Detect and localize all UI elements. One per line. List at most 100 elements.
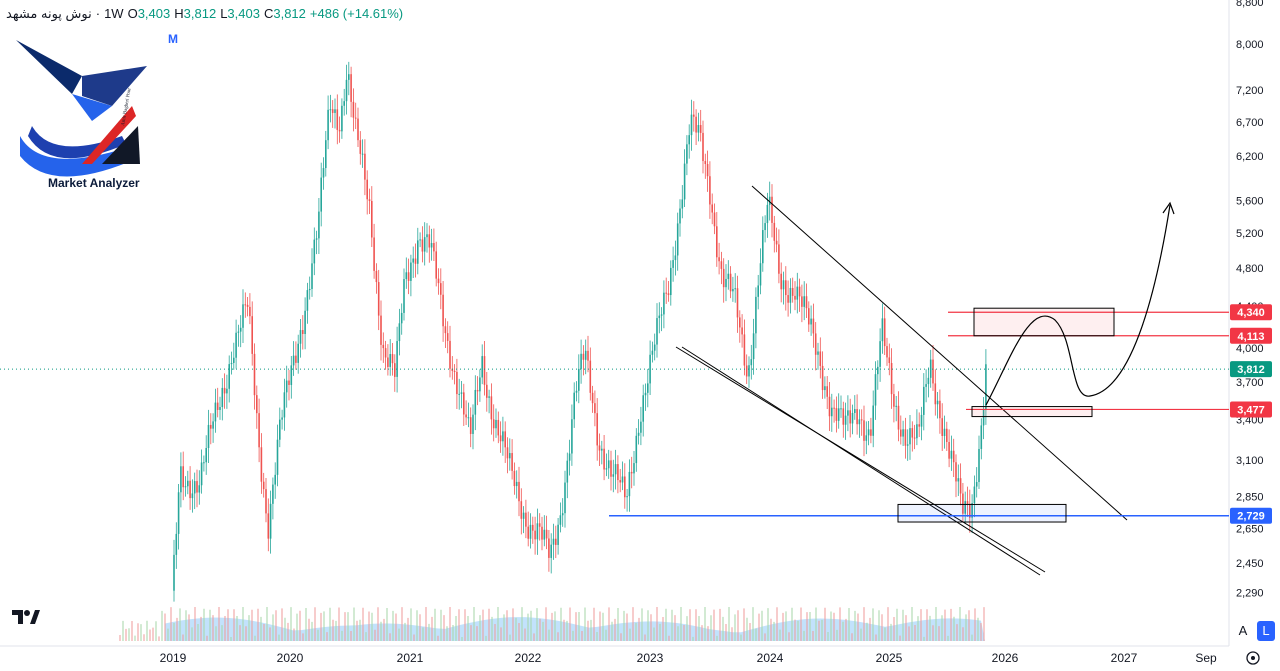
candle-body: [683, 163, 686, 200]
candle-body: [934, 383, 937, 405]
price-tick-label: 7,200: [1236, 85, 1264, 97]
candle-body: [794, 295, 796, 300]
candle-body: [538, 523, 541, 527]
candle-body: [345, 79, 348, 102]
candle-body: [216, 402, 219, 410]
candle-body: [672, 260, 674, 268]
monthly-badge[interactable]: M: [168, 32, 178, 46]
candle-body: [591, 392, 594, 404]
candle-body: [856, 409, 858, 425]
candle-body: [614, 464, 617, 475]
candle-body: [479, 377, 481, 392]
candle-body: [297, 343, 299, 363]
candle-body: [607, 460, 610, 469]
candle-body: [870, 429, 872, 436]
candle-body: [198, 485, 201, 493]
candle-body: [872, 405, 874, 436]
candle-body: [499, 435, 502, 442]
candle-body: [729, 273, 732, 292]
candle-body: [971, 503, 973, 518]
logo-text: Market Analyzer: [48, 176, 140, 190]
auto-scale-button[interactable]: A: [1238, 623, 1248, 638]
price-level-tag: [1230, 401, 1272, 418]
candle-body: [481, 356, 483, 378]
candle-body: [610, 460, 612, 477]
candle-body: [267, 513, 270, 539]
candle-body: [660, 314, 663, 316]
candle-body: [219, 407, 221, 410]
candle-body: [308, 288, 311, 291]
candle-body: [377, 282, 380, 316]
candle-body: [762, 230, 764, 264]
close-value: 3,812: [273, 6, 306, 21]
price-level-tag: [1230, 507, 1272, 524]
candle-body: [946, 428, 948, 442]
candle-body: [398, 323, 401, 342]
candle-body: [732, 288, 734, 292]
close-label: C: [263, 6, 274, 21]
candle-body: [295, 355, 297, 363]
candle-body: [764, 223, 766, 231]
candle-body: [407, 272, 410, 281]
candle-body: [619, 480, 621, 483]
logo-watermark: Amir Bagheri Pour: [121, 87, 133, 126]
candle-body: [506, 447, 509, 459]
candle-body: [980, 425, 983, 449]
candle-body: [702, 132, 704, 162]
candle-body: [384, 348, 387, 358]
candle-body: [327, 109, 329, 141]
time-tick-label: 2020: [277, 651, 304, 665]
candle-body: [182, 466, 184, 488]
candle-body: [520, 501, 523, 519]
open-value: 3,403: [137, 6, 171, 21]
candle-body: [511, 453, 513, 471]
log-scale-button[interactable]: L: [1257, 621, 1275, 641]
price-level-label: 2,729: [1237, 511, 1265, 523]
high-label: H: [174, 6, 184, 21]
candle-body: [262, 481, 265, 490]
price-tick-label: 6,700: [1236, 117, 1264, 129]
time-tick-label: 2021: [397, 651, 424, 665]
candle-body: [545, 529, 548, 539]
candle-body: [759, 263, 762, 286]
candle-body: [272, 484, 274, 504]
lower-trendline-1: [675, 346, 1046, 573]
settings-gear-icon[interactable]: [1245, 650, 1261, 666]
candle-body: [844, 415, 847, 425]
candle-body: [230, 362, 233, 365]
candle-body: [624, 476, 626, 498]
candle-body: [748, 365, 750, 377]
candle-body: [895, 405, 897, 407]
candle-body: [791, 287, 794, 296]
candle-body: [189, 480, 191, 499]
candle-body: [897, 405, 900, 430]
candle-body: [911, 428, 914, 438]
candle-body: [745, 365, 748, 377]
candle-body: [686, 144, 688, 164]
candle-body: [612, 474, 615, 477]
candle-body: [391, 354, 394, 364]
price-level-label: 3,812: [1237, 364, 1265, 376]
tradingview-icon[interactable]: [10, 604, 40, 630]
candle-body: [426, 234, 428, 238]
candle-body: [943, 428, 946, 436]
candle-body: [405, 272, 408, 280]
candle-body: [817, 351, 819, 355]
candle-body: [196, 481, 198, 493]
candle-body: [936, 400, 939, 405]
candle-body: [780, 273, 782, 290]
interval-value[interactable]: 1W: [104, 6, 124, 21]
candle-body: [534, 530, 536, 540]
price-tick-label: 8,800: [1236, 0, 1264, 9]
candle-body: [713, 212, 716, 227]
candle-body: [982, 409, 985, 426]
candle-body: [354, 117, 357, 119]
price-tick-label: 6,200: [1236, 151, 1264, 163]
candle-body: [242, 304, 244, 328]
candle-body: [647, 383, 649, 393]
candle-body: [476, 389, 479, 392]
candle-body: [649, 354, 651, 384]
candle-body: [720, 261, 723, 269]
candle-body: [913, 437, 916, 439]
